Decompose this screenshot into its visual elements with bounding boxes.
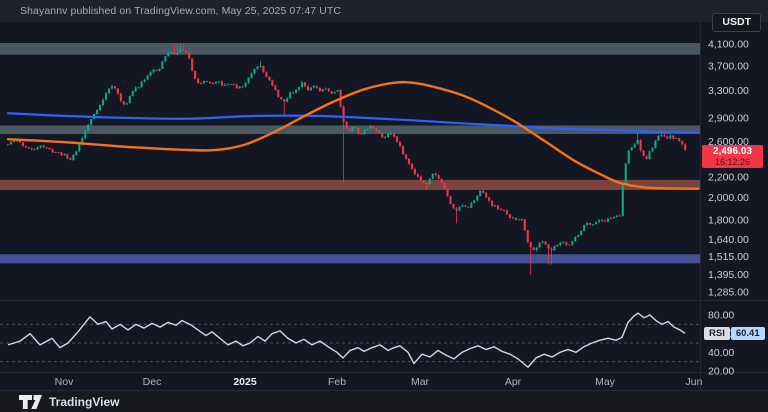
rsi-tick-label: 40.00 bbox=[708, 347, 734, 359]
time-axis-label: Dec bbox=[143, 376, 162, 388]
rsi-label: RSI bbox=[704, 327, 730, 340]
price-axis[interactable]: 4,100.00 3,700.00 3,300.00 2,900.00 2,600.00… bbox=[708, 39, 749, 299]
footer-bar: TradingView bbox=[0, 390, 768, 412]
price-tick-label: 2,900.00 bbox=[708, 112, 749, 124]
price-tick-label: 1,800.00 bbox=[708, 214, 749, 226]
quote-currency-label: USDT bbox=[722, 16, 751, 28]
tradingview-brand-text: TradingView bbox=[49, 394, 120, 409]
pane-dividers bbox=[0, 22, 768, 390]
tradingview-logo-link[interactable]: TradingView bbox=[19, 394, 120, 409]
price-tick-label: 2,000.00 bbox=[708, 192, 749, 204]
time-axis-label: Apr bbox=[505, 376, 522, 388]
price-tick-label: 2,200.00 bbox=[708, 171, 749, 183]
last-price-badge: 2,496.03 16:12:26 bbox=[702, 145, 763, 168]
time-axis-label: 2025 bbox=[233, 376, 257, 388]
rsi-tick-label: 80.00 bbox=[708, 310, 734, 322]
time-axis-label: Nov bbox=[55, 376, 74, 388]
ma-blue-line[interactable] bbox=[6, 112, 700, 134]
time-axis-label: May bbox=[595, 376, 616, 388]
time-axis-label: Feb bbox=[328, 376, 346, 388]
rsi-line bbox=[7, 312, 686, 368]
time-axis-label: Mar bbox=[411, 376, 430, 388]
support-zone-1515 bbox=[0, 254, 700, 264]
rsi-current-value: 60.41 bbox=[730, 327, 765, 340]
price-tick-label: 1,395.00 bbox=[708, 269, 749, 281]
price-tick-label: 2,600.00 bbox=[708, 136, 749, 148]
price-tick-label: 3,700.00 bbox=[708, 60, 749, 72]
time-axis-label: Jun bbox=[686, 376, 703, 388]
attribution-text: Shayannv published on TradingView.com, M… bbox=[20, 5, 342, 17]
price-zones bbox=[0, 42, 700, 264]
tradingview-logo-icon bbox=[19, 394, 42, 409]
price-tick-label: 4,100.00 bbox=[708, 39, 749, 51]
rsi-pane[interactable] bbox=[0, 312, 700, 368]
support-zone-2100 bbox=[0, 179, 700, 190]
candlestick-series[interactable] bbox=[6, 43, 687, 276]
rsi-value-badge: RSI 60.41 bbox=[704, 327, 765, 340]
quote-currency-badge: USDT bbox=[712, 13, 761, 32]
header-bar: Shayannv published on TradingView.com, M… bbox=[0, 0, 768, 22]
time-axis[interactable]: Nov Dec 2025 Feb Mar Apr May Jun bbox=[55, 376, 703, 388]
price-tick-label: 3,300.00 bbox=[708, 85, 749, 97]
ma-orange-line[interactable] bbox=[6, 80, 700, 190]
rsi-tick-label: 20.00 bbox=[708, 366, 734, 378]
price-tick-label: 1,640.00 bbox=[708, 234, 749, 246]
bar-countdown: 16:12:26 bbox=[714, 157, 751, 167]
price-tick-label: 1,515.00 bbox=[708, 251, 749, 263]
resistance-zone-4100 bbox=[0, 42, 700, 55]
price-tick-label: 1,285.00 bbox=[708, 286, 749, 298]
last-price-value: 2,496.03 bbox=[713, 146, 752, 157]
